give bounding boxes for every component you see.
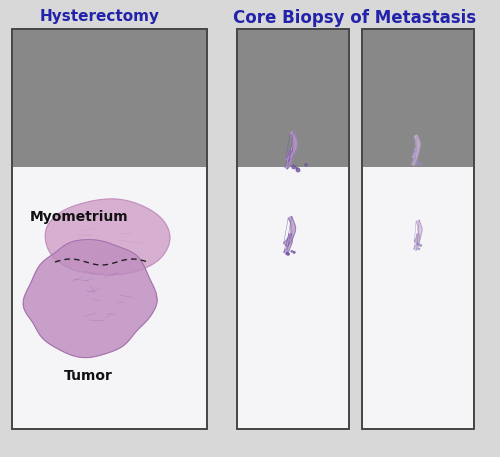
Bar [362,29,474,429]
Polygon shape [414,220,422,244]
Polygon shape [23,239,158,358]
Polygon shape [284,234,292,254]
Circle shape [296,168,300,172]
Text: Hysterectomy: Hysterectomy [40,9,160,24]
Circle shape [420,244,422,246]
Text: Core Biopsy of Metastasis: Core Biopsy of Metastasis [234,9,476,27]
Circle shape [286,252,289,255]
Bar [237,29,349,429]
Text: Tumor: Tumor [64,369,112,383]
Bar [362,29,474,429]
Polygon shape [45,199,170,275]
Bar [363,30,473,167]
Circle shape [305,164,307,166]
Circle shape [292,165,296,169]
Circle shape [417,243,419,245]
Circle shape [296,167,298,169]
Circle shape [418,248,420,250]
Bar [12,29,207,429]
Text: Myometrium: Myometrium [30,210,128,224]
Polygon shape [286,131,298,161]
Bar [13,30,206,167]
Polygon shape [285,149,294,169]
Circle shape [291,250,292,252]
Circle shape [416,161,418,163]
Polygon shape [414,234,420,250]
Bar [12,29,207,429]
Bar [238,30,348,167]
Polygon shape [412,149,418,165]
Polygon shape [412,135,420,159]
Circle shape [420,163,422,165]
Bar [237,29,349,429]
Circle shape [288,254,290,255]
Circle shape [293,251,295,253]
Polygon shape [284,216,296,246]
Circle shape [417,163,418,165]
